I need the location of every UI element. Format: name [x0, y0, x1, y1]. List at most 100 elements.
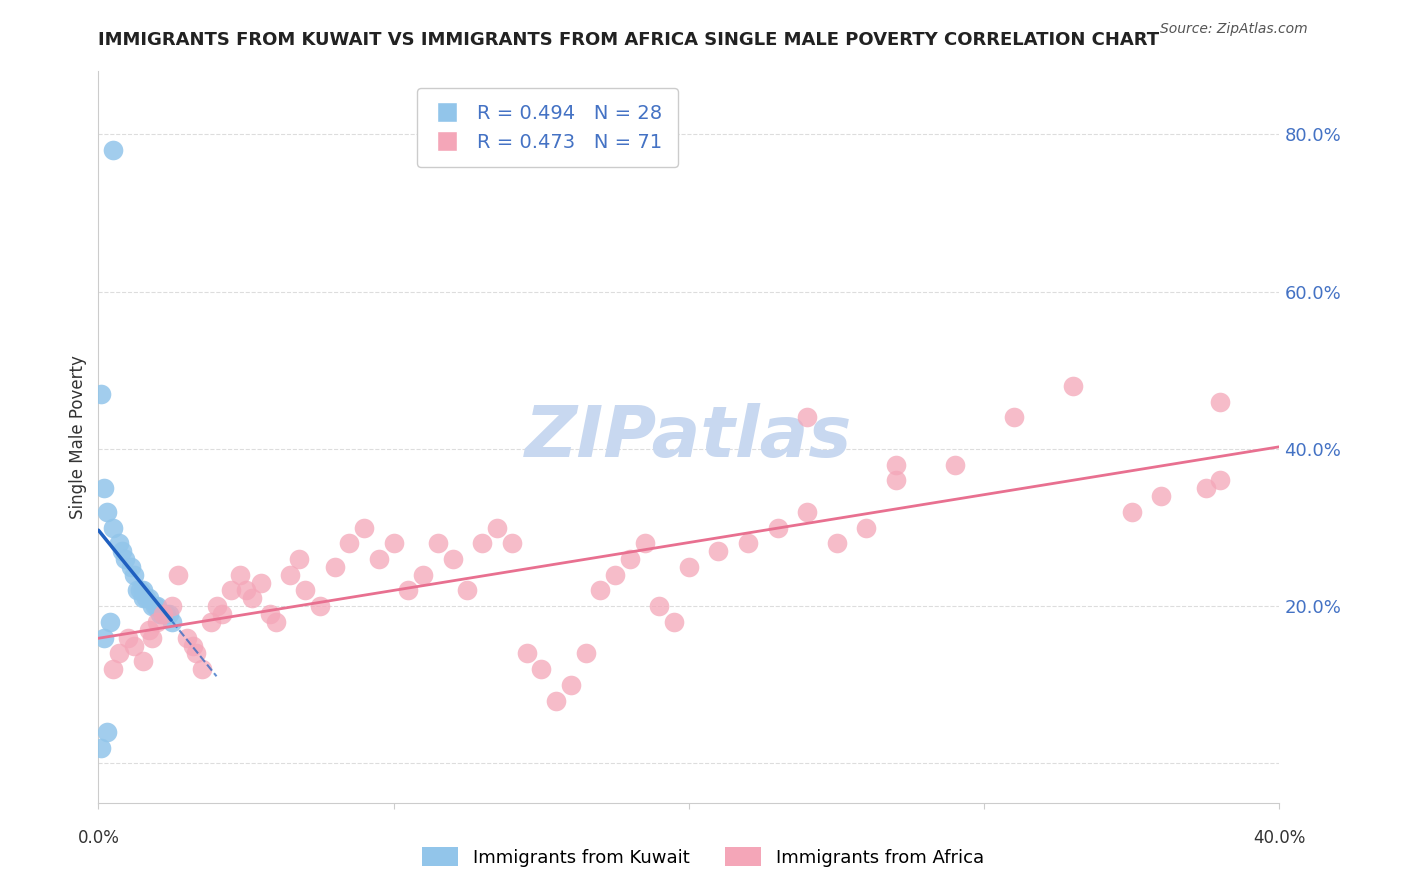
Point: [90, 387, 112, 401]
Point: [146, 599, 169, 614]
Point: [309, 599, 332, 614]
Point: [181, 639, 204, 653]
Point: [103, 143, 125, 157]
Point: [633, 536, 655, 550]
Text: IMMIGRANTS FROM KUWAIT VS IMMIGRANTS FROM AFRICA SINGLE MALE POVERTY CORRELATION: IMMIGRANTS FROM KUWAIT VS IMMIGRANTS FRO…: [98, 31, 1160, 49]
Point: [157, 607, 180, 621]
Point: [574, 646, 596, 660]
Point: [471, 536, 494, 550]
Point: [111, 544, 134, 558]
Point: [486, 520, 509, 534]
Point: [219, 583, 242, 598]
Point: [200, 615, 222, 629]
Point: [162, 615, 183, 629]
Point: [167, 567, 190, 582]
Point: [128, 583, 150, 598]
Point: [138, 623, 160, 637]
Point: [162, 599, 183, 614]
Point: [396, 583, 419, 598]
Point: [1002, 410, 1025, 425]
Point: [825, 536, 848, 550]
Point: [141, 599, 163, 614]
Point: [412, 567, 434, 582]
Point: [943, 458, 966, 472]
Point: [368, 552, 391, 566]
Point: [259, 607, 281, 621]
Point: [796, 505, 818, 519]
Point: [530, 662, 553, 676]
Point: [108, 646, 131, 660]
Point: [205, 599, 228, 614]
Point: [138, 591, 160, 606]
Text: ZIPatlas: ZIPatlas: [526, 402, 852, 472]
Text: 40.0%: 40.0%: [1253, 830, 1306, 847]
Point: [176, 631, 198, 645]
Point: [546, 693, 568, 707]
Point: [93, 631, 115, 645]
Point: [229, 567, 252, 582]
Point: [103, 662, 125, 676]
Point: [884, 458, 907, 472]
Point: [132, 591, 155, 606]
Y-axis label: Single Male Poverty: Single Male Poverty: [69, 355, 87, 519]
Point: [1062, 379, 1084, 393]
Point: [288, 552, 311, 566]
Point: [240, 591, 263, 606]
Text: 0.0%: 0.0%: [77, 830, 120, 847]
Point: [191, 662, 214, 676]
Point: [152, 607, 174, 621]
Point: [1209, 473, 1232, 487]
Point: [122, 567, 145, 582]
Point: [155, 607, 177, 621]
Point: [648, 599, 671, 614]
Point: [149, 607, 172, 621]
Point: [353, 520, 375, 534]
Point: [211, 607, 233, 621]
Point: [382, 536, 405, 550]
Point: [114, 552, 136, 566]
Point: [132, 583, 155, 598]
Point: [589, 583, 612, 598]
Point: [737, 536, 759, 550]
Point: [122, 639, 145, 653]
Point: [664, 615, 686, 629]
Point: [501, 536, 523, 550]
Legend: R = 0.494   N = 28, R = 0.473   N = 71: R = 0.494 N = 28, R = 0.473 N = 71: [416, 88, 678, 167]
Point: [515, 646, 537, 660]
Point: [605, 567, 627, 582]
Point: [120, 559, 142, 574]
Point: [678, 559, 700, 574]
Point: [108, 536, 131, 550]
Point: [103, 520, 125, 534]
Point: [152, 607, 174, 621]
Point: [855, 520, 877, 534]
Point: [766, 520, 789, 534]
Point: [294, 583, 316, 598]
Point: [339, 536, 360, 550]
Point: [125, 583, 148, 598]
Point: [141, 631, 163, 645]
Point: [707, 544, 730, 558]
Point: [427, 536, 450, 550]
Text: Source: ZipAtlas.com: Source: ZipAtlas.com: [1160, 22, 1308, 37]
Point: [117, 631, 139, 645]
Point: [96, 725, 118, 739]
Point: [93, 481, 115, 495]
Point: [1209, 394, 1232, 409]
Point: [132, 654, 155, 668]
Point: [146, 615, 169, 629]
Point: [884, 473, 907, 487]
Point: [796, 410, 818, 425]
Point: [135, 591, 157, 606]
Point: [1150, 489, 1173, 503]
Point: [456, 583, 478, 598]
Point: [264, 615, 287, 629]
Point: [278, 567, 302, 582]
Point: [619, 552, 641, 566]
Point: [90, 740, 112, 755]
Point: [1195, 481, 1218, 495]
Legend: Immigrants from Kuwait, Immigrants from Africa: Immigrants from Kuwait, Immigrants from …: [415, 840, 991, 874]
Point: [1121, 505, 1143, 519]
Point: [184, 646, 207, 660]
Point: [96, 505, 118, 519]
